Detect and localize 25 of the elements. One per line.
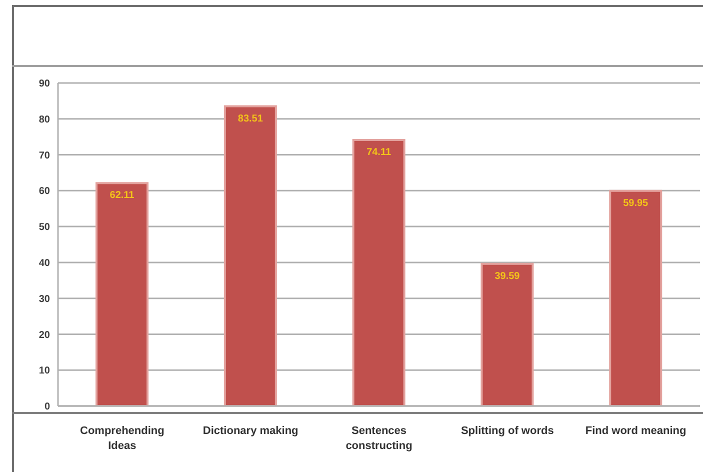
data-label: 62.11 — [110, 190, 135, 202]
data-label: 83.51 — [238, 113, 264, 124]
y-tick-label: 50 — [38, 222, 50, 234]
y-tick-label: 40 — [38, 258, 50, 269]
x-tick-label: Splitting of words — [460, 425, 554, 437]
y-tick-label: 60 — [38, 186, 50, 198]
x-tick-label: Sentences constructing — [346, 425, 412, 452]
y-tick-label: 20 — [38, 330, 50, 341]
y-tick-label: 30 — [38, 294, 50, 305]
y-tick-label: 10 — [38, 366, 50, 377]
y-tick-label: 0 — [44, 402, 50, 413]
x-tick-label: Find word meaning — [585, 425, 686, 437]
x-tick-label: Dictionary making — [202, 425, 298, 437]
bar — [224, 105, 277, 406]
bar — [96, 182, 149, 406]
bar — [480, 262, 534, 406]
y-tick-label: 90 — [38, 78, 50, 90]
bar — [352, 139, 406, 406]
data-label: 59.95 — [623, 198, 649, 209]
data-label: 74.11 — [366, 147, 392, 158]
x-tick-label: Comprehending Ideas — [80, 425, 164, 452]
bar — [609, 190, 662, 406]
data-label: 39.59 — [494, 271, 520, 282]
y-tick-label: 70 — [38, 150, 50, 162]
y-tick-label: 80 — [38, 114, 50, 126]
